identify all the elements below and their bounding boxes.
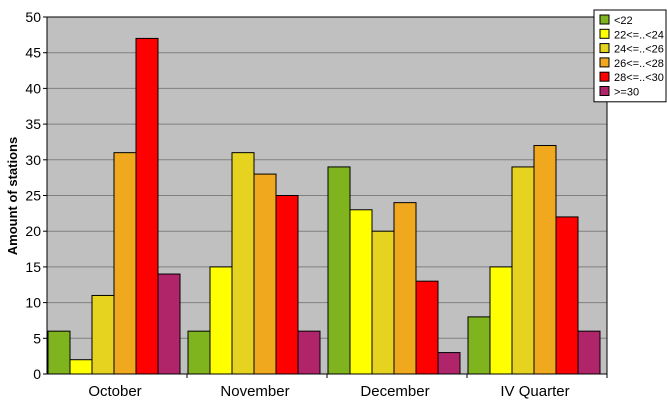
y-axis-ticks: 0 5 10 15 20 25 30 35 40 45 50 (25, 9, 47, 382)
bar (253, 173, 277, 375)
bar (577, 330, 601, 375)
y-axis-label: Amount of stations (5, 137, 20, 255)
legend-label: >=30 (614, 87, 639, 99)
bar (187, 330, 211, 375)
y-tick-label: 10 (25, 295, 41, 311)
bar (113, 152, 137, 375)
bar (467, 316, 491, 375)
legend-swatch (599, 86, 610, 96)
x-category-label: December (360, 383, 429, 400)
bar (511, 166, 535, 375)
bar (69, 359, 93, 375)
bar (231, 152, 255, 375)
x-category-label: October (88, 383, 141, 400)
legend-swatch (599, 28, 610, 39)
y-tick-label: 5 (33, 330, 41, 346)
plot-border (46, 16, 608, 375)
bar (349, 209, 373, 375)
y-tick-label: 25 (25, 188, 41, 204)
y-tick-label: 20 (25, 223, 41, 239)
legend-label: 28<=..<30 (614, 72, 664, 84)
legend-swatch (599, 14, 610, 25)
x-category-label: IV Quarter (500, 383, 569, 400)
bar (555, 216, 579, 375)
bar (437, 352, 461, 375)
bar (533, 145, 557, 375)
bar (327, 166, 351, 375)
bar (393, 202, 417, 375)
y-tick-label: 30 (25, 152, 41, 168)
bars (47, 37, 601, 375)
legend-swatch (599, 57, 610, 68)
bar (47, 330, 71, 375)
y-tick-label: 45 (25, 45, 41, 61)
y-tick-label: 0 (33, 366, 41, 382)
bar (297, 330, 321, 375)
y-tick-label: 35 (25, 116, 41, 132)
y-tick-label: 40 (25, 80, 41, 96)
bar (371, 230, 395, 375)
bar (275, 195, 299, 375)
y-tick-label: 15 (25, 259, 41, 275)
y-tick-label: 50 (25, 9, 41, 25)
bar (157, 273, 181, 375)
x-axis-categories: October November December IV Quarter (88, 374, 608, 400)
bar (209, 266, 233, 375)
bar (91, 294, 115, 375)
legend-swatch (599, 71, 610, 82)
legend-label: <22 (614, 15, 633, 27)
bar (135, 37, 159, 375)
legend-swatch (599, 43, 610, 54)
bar (489, 266, 513, 375)
legend-label: 26<=..<28 (614, 58, 664, 70)
legend-label: 22<=..<24 (614, 29, 664, 41)
x-category-label: November (220, 383, 289, 400)
legend: <22 22<=..<24 24<=..<26 26<=..<28 28<=..<30 >… (593, 9, 667, 103)
bar (415, 280, 439, 375)
legend-label: 24<=..<26 (614, 44, 664, 56)
